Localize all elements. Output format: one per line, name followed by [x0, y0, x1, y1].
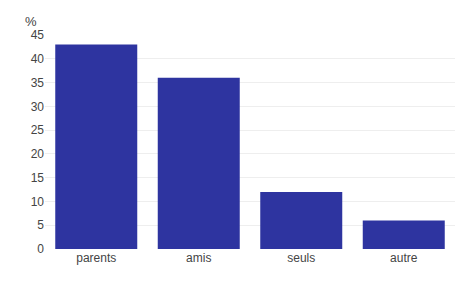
- svg-text:30: 30: [31, 100, 45, 114]
- svg-text:0: 0: [37, 242, 44, 256]
- svg-text:45: 45: [31, 28, 45, 42]
- svg-text:15: 15: [31, 171, 45, 185]
- svg-text:parents: parents: [76, 251, 116, 265]
- svg-text:amis: amis: [186, 251, 211, 265]
- svg-text:5: 5: [37, 218, 44, 232]
- svg-text:10: 10: [31, 195, 45, 209]
- svg-text:%: %: [25, 14, 37, 29]
- svg-text:seuls: seuls: [287, 251, 315, 265]
- svg-text:40: 40: [31, 52, 45, 66]
- svg-text:25: 25: [31, 123, 45, 137]
- svg-text:35: 35: [31, 76, 45, 90]
- svg-text:autre: autre: [390, 251, 418, 265]
- svg-text:20: 20: [31, 147, 45, 161]
